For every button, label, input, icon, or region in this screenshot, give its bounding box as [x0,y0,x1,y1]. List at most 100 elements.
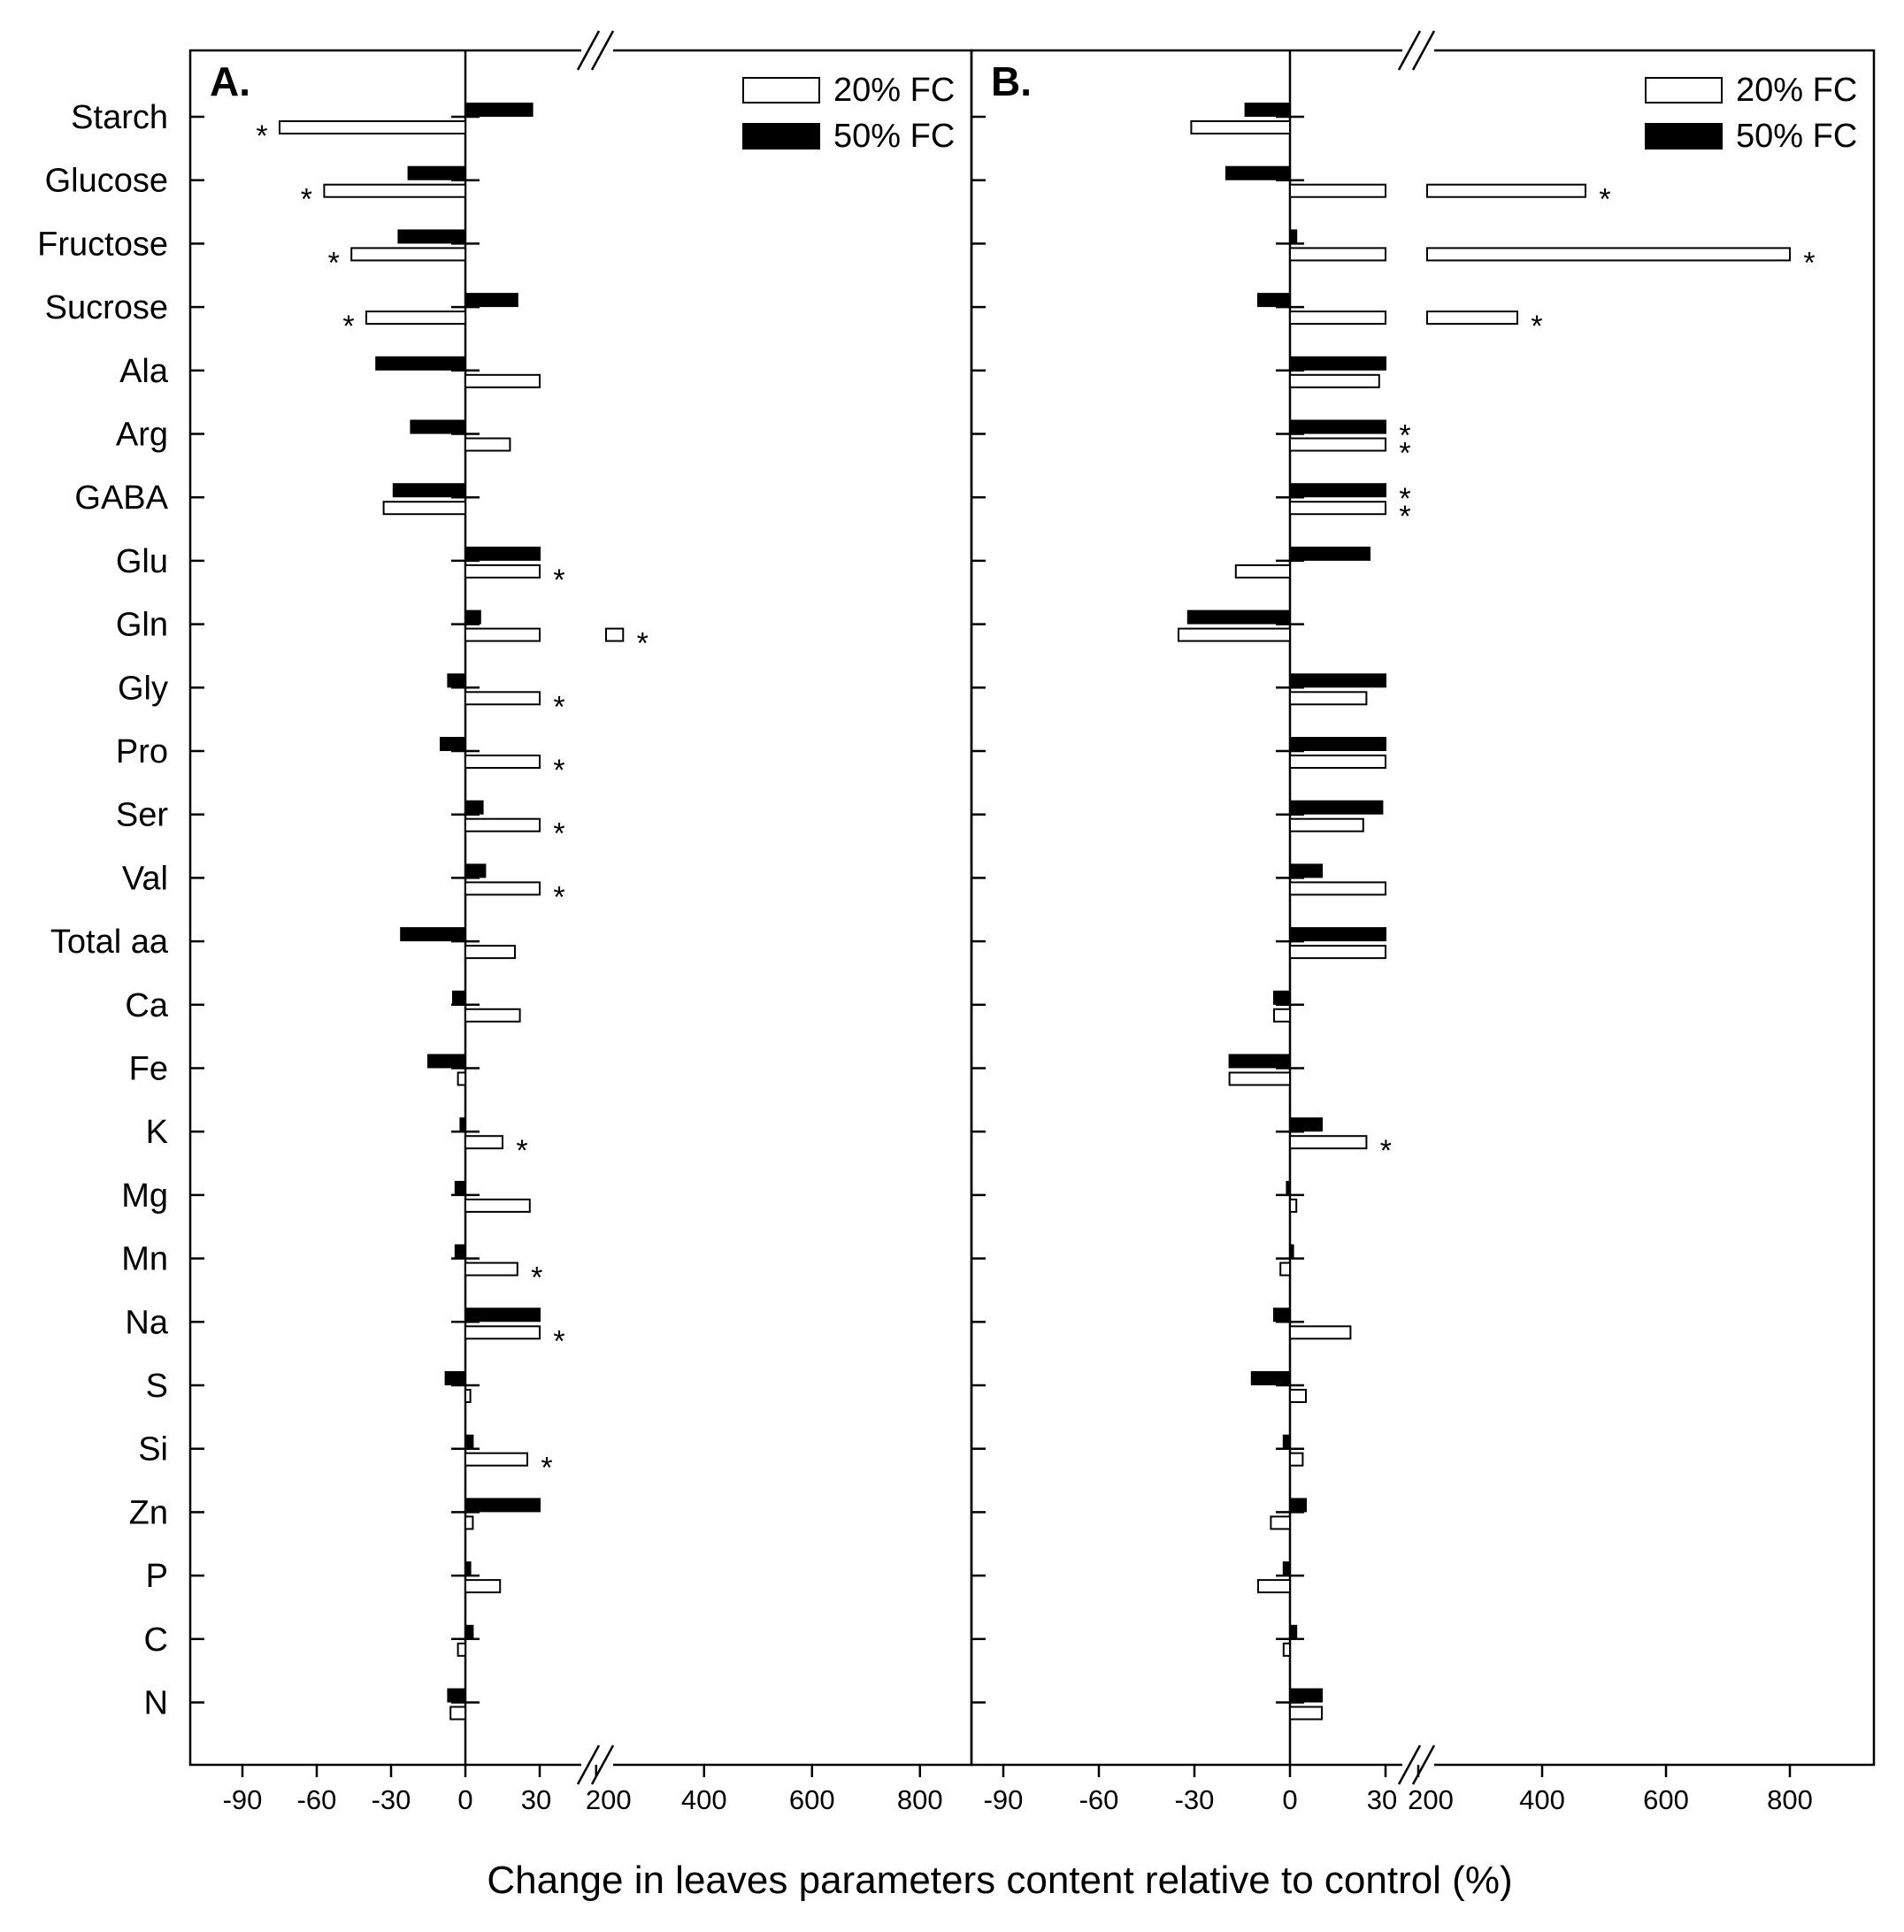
panel-b-bar-50-fc-ca [1273,990,1291,1005]
panel-b-bar-50-fc-fe [1228,1054,1291,1069]
panel-b-bar-50-fc-glucose [1225,165,1291,180]
panel-a-bar-20-fc-fructose [350,247,467,262]
panel-b-bar-50-fc-n [1289,1688,1323,1703]
panel-a-bar-50-fc-mn [454,1244,466,1259]
panel-a-bar-20-fc-mn-significance: * [531,1261,542,1295]
panel-a-bar-50-fc-glucose [407,165,467,180]
panel-a-xtick-label-0: 0 [457,1784,472,1815]
panel-b-bar-20-fc-na [1289,1325,1352,1340]
panel-b-bar-20-fc-mg [1289,1198,1298,1213]
panel-b-bar-50-fc-sucrose [1257,293,1291,308]
panel-a-bar-50-fc-ala [375,356,467,371]
category-label-na: Na [125,1304,168,1341]
panel-a-bar-20-fc-gly-seg1 [464,691,541,706]
panel-b-bar-20-fc-zn [1270,1515,1292,1530]
panel-a-bar-20-fc-glu-significance: * [553,564,564,597]
panel-b-legend-swatch-50-fc [1645,123,1723,150]
category-label-starch: Starch [71,99,168,136]
panel-b-bar-20-fc-glucose-seg2 [1426,183,1586,198]
panel-b-bar-20-fc-s [1289,1389,1307,1403]
panel-b-bar-20-fc-glucose-seg1 [1289,183,1386,198]
x-axis-title: Change in leaves parameters content rela… [487,1859,1512,1902]
panel-a-bar-50-fc-gln [464,610,481,625]
panel-a-bar-50-fc-k [459,1117,467,1132]
panel-b-bar-20-fc-sucrose-seg2 [1426,310,1518,326]
category-label-s: S [146,1368,168,1405]
panel-a-bar-50-fc-sucrose [464,293,518,308]
panel-a-bar-20-fc-total-aa [464,945,516,960]
panel-b-bar-20-fc-fructose-seg2 [1426,247,1791,262]
panel-a-xtick-label-90: -90 [223,1784,263,1815]
panel-b-bar-50-fc-zn [1289,1498,1307,1513]
panel-b-bar-20-fc-si [1289,1452,1304,1467]
category-label-total-aa: Total aa [50,924,169,961]
category-label-fructose: Fructose [37,226,168,263]
panel-a-bar-50-fc-fructose [397,229,466,244]
panel-b-axis-break-mark-b-0 [1411,30,1436,71]
panel-a-legend-label-50-fc: 50% FC [833,118,955,155]
panel-b-bar-50-fc-p [1282,1561,1292,1576]
panel-b-legend-swatch-20-fc [1645,77,1723,104]
panel-a-bar-20-fc-gaba [382,501,467,516]
category-label-val: Val [122,860,168,897]
panel-a-bar-20-fc-p [464,1579,502,1594]
panel-b-xtick-label-400: 400 [1519,1784,1565,1815]
panel-a-bar-50-fc-starch [464,103,534,117]
panel-b-legend-label-50-fc: 50% FC [1736,118,1857,155]
category-label-mg: Mg [121,1177,168,1215]
category-label-gly: Gly [118,670,168,707]
panel-b-bar-20-fc-fructose-significance: * [1803,246,1815,280]
category-label-c: C [144,1622,168,1659]
panel-a-xtick-label-30: -30 [372,1784,411,1815]
panel-b-bar-20-fc-n [1289,1706,1323,1721]
panel-b-bar-20-fc-gly [1289,691,1368,706]
panel-b-bar-50-fc-na [1273,1307,1291,1322]
panel-a-bar-20-fc-glucose [323,183,466,198]
category-label-pro: Pro [116,733,168,770]
panel-a-xtick-label-200: 200 [586,1784,632,1815]
panel-a-bar-20-fc-ser-seg1 [464,817,541,832]
panel-b-bar-50-fc-fructose [1289,229,1298,244]
panel-b-bar-20-fc-glucose-significance: * [1599,183,1610,217]
panel-a-xtick-label-30: 30 [521,1784,551,1815]
panel-a-bar-20-fc-sucrose [365,310,466,326]
category-label-ca: Ca [125,987,168,1024]
panel-a-bar-20-fc-mn [464,1261,518,1276]
panel-a-bar-50-fc-si [464,1434,474,1449]
panel-b-bar-50-fc-mg [1286,1180,1292,1195]
panel-b-bar-20-fc-starch [1190,120,1292,134]
panel-a-bar-20-fc-glucose-significance: * [301,183,312,217]
panel-b-bar-50-fc-glu [1289,546,1370,561]
panel-a-bar-20-fc-pro-seg1 [464,755,541,769]
panel-a-bar-50-fc-glu-seg1 [464,546,541,561]
panel-b-bar-20-fc-mn [1279,1261,1291,1276]
panel-b-bar-20-fc-k [1289,1135,1368,1150]
panel-a-bar-20-fc-ala-seg1 [464,373,541,388]
panel-b-bar-20-fc-gln [1178,627,1291,642]
panel-b-bar-50-fc-arg-seg1 [1289,419,1386,434]
category-label-sucrose: Sucrose [45,289,168,326]
panel-b-xtick-label-30: 30 [1367,1784,1397,1815]
panel-b-axis-break-mark-b-1 [1411,1744,1436,1785]
panel-b-xtick-label-60: -60 [1079,1784,1119,1815]
panel-a-label: A. [210,58,250,104]
panel-b-axis-break-mark-a-0 [1397,30,1422,71]
panel-b-xtick-label-30: -30 [1175,1784,1215,1815]
panel-a-bar-20-fc-glu-seg1 [464,564,541,579]
panel-b-bar-50-fc-gln [1186,610,1292,625]
panel-a-legend-label-20-fc: 20% FC [833,72,955,109]
panel-a-bar-20-fc-starch [279,120,466,134]
panel-a-bar-20-fc-si-significance: * [541,1452,552,1485]
panel-b-axis-break-mark-a-1 [1397,1744,1422,1785]
panel-a-xtick-label-600: 600 [789,1784,835,1815]
panel-a-bar-50-fc-ser [464,800,484,815]
panel-a-bar-20-fc-gly-significance: * [553,690,564,724]
panel-b-bar-20-fc-sucrose-seg1 [1289,310,1386,326]
panel-a-bar-20-fc-s [464,1389,472,1403]
panel-a-bar-20-fc-mg [464,1198,531,1213]
panel-a-xtick-label-60: -60 [297,1784,337,1815]
category-label-glucose: Glucose [45,163,168,200]
panel-a-bar-50-fc-arg [410,419,466,434]
panel-b-bar-20-fc-pro-seg1 [1289,755,1386,769]
panel-a-bar-20-fc-c [457,1642,466,1657]
